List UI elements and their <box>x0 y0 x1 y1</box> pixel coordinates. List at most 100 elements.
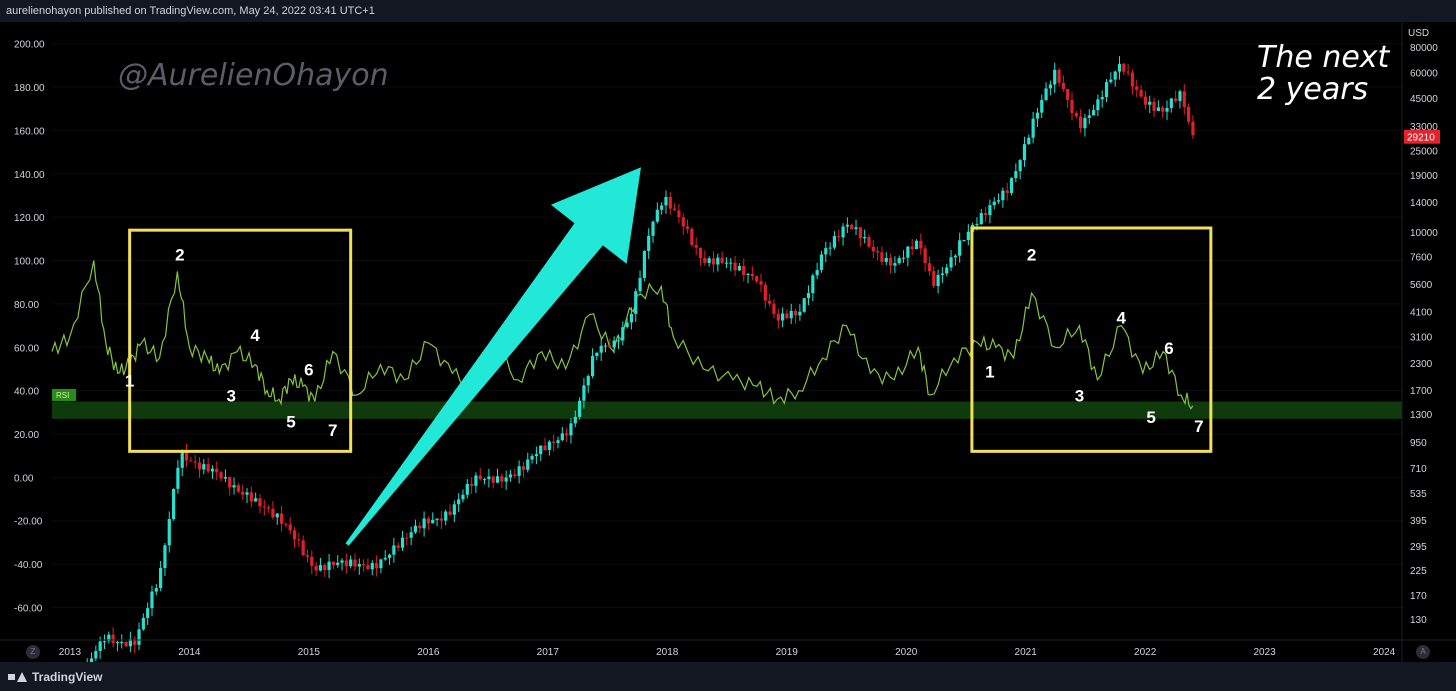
candle <box>470 477 474 494</box>
rsi-series <box>51 260 1194 410</box>
candle <box>1130 69 1135 95</box>
candle-body <box>340 560 344 563</box>
candle <box>439 510 443 529</box>
candle <box>707 256 711 267</box>
right-tick-label: 130 <box>1410 615 1427 626</box>
candle <box>387 553 392 565</box>
auto-scale-button[interactable]: A <box>1416 645 1430 659</box>
candle <box>150 585 154 617</box>
candle <box>189 456 193 462</box>
candle <box>232 477 236 495</box>
candle-body <box>780 313 785 321</box>
left-tick-label: 200.00 <box>14 40 45 51</box>
candle <box>1126 64 1130 76</box>
arrow-shape <box>345 167 641 546</box>
candle <box>383 550 387 561</box>
candle <box>880 246 884 266</box>
candle-body <box>603 345 608 347</box>
candle-body <box>569 423 573 436</box>
candle <box>742 258 746 282</box>
candle-body <box>1139 89 1143 97</box>
candle <box>655 202 659 224</box>
candle <box>357 558 361 575</box>
candle <box>223 469 228 483</box>
wave-label: 3 <box>1075 386 1084 405</box>
candle <box>793 308 798 324</box>
candle-body <box>996 200 1001 202</box>
candle <box>988 199 992 224</box>
x-tick-label: 2015 <box>298 647 321 658</box>
candle-body <box>331 561 335 566</box>
candle-body <box>262 506 266 508</box>
wave-label: 2 <box>175 246 184 265</box>
candle <box>647 228 651 259</box>
candle <box>733 255 737 277</box>
candle <box>690 226 694 247</box>
right-tick-label: 25000 <box>1410 147 1438 158</box>
candle <box>746 272 750 284</box>
last-price-tag <box>1404 129 1440 144</box>
candle-body <box>884 257 888 262</box>
right-tick-label: 19000 <box>1410 171 1438 182</box>
candle-body <box>513 474 517 476</box>
right-tick-label: 710 <box>1410 464 1427 475</box>
candle <box>124 641 128 647</box>
candle <box>517 460 521 484</box>
candle <box>582 378 586 409</box>
candle-body <box>914 240 919 250</box>
candle <box>1187 103 1191 125</box>
candle-body <box>785 313 789 319</box>
wave-label: 1 <box>985 363 994 382</box>
candle <box>828 242 832 256</box>
candle-body <box>638 277 642 292</box>
candle-body <box>932 271 936 287</box>
candle-body <box>979 213 983 225</box>
candle-body <box>690 228 694 246</box>
candle-body <box>655 209 659 222</box>
zoom-button[interactable]: Z <box>26 645 40 659</box>
candle-body <box>573 416 577 424</box>
rsi-tag-label: RSI <box>56 391 69 400</box>
candle-body <box>327 561 331 571</box>
candle <box>305 549 310 563</box>
candle <box>215 461 219 481</box>
candle-body <box>504 477 508 482</box>
candle <box>236 482 240 493</box>
tradingview-logo-icon <box>8 672 27 682</box>
candle-body <box>966 231 970 241</box>
candle-body <box>958 240 962 256</box>
tradingview-logo[interactable]: TradingView <box>8 669 102 685</box>
candle-body <box>1014 171 1018 179</box>
candle-body <box>1152 101 1156 111</box>
candle <box>115 640 120 652</box>
candle-body <box>685 226 690 229</box>
candle-body <box>241 491 245 495</box>
candle-body <box>595 352 599 357</box>
candle-body <box>115 642 120 644</box>
candle-body <box>461 494 465 500</box>
candle <box>487 468 491 488</box>
right-tick-label: 1300 <box>1410 410 1433 421</box>
candle <box>1161 105 1165 118</box>
candle <box>413 519 418 534</box>
candle-body <box>642 251 646 278</box>
x-tick-label: 2014 <box>178 647 201 658</box>
candle <box>599 338 603 361</box>
candle-body <box>608 345 612 348</box>
highlight-box-1 <box>128 228 353 453</box>
candle <box>694 237 698 256</box>
candle-body <box>616 340 621 342</box>
candle-body <box>940 273 945 275</box>
candle <box>876 246 880 261</box>
candle-body <box>1156 107 1160 111</box>
candle <box>176 460 180 494</box>
candle-body <box>1104 82 1109 97</box>
candle-body <box>508 474 513 478</box>
left-tick-label: 20.00 <box>14 430 39 441</box>
candle-body <box>729 262 733 264</box>
candle <box>267 504 271 513</box>
candle <box>426 516 431 530</box>
candle-body <box>776 314 780 321</box>
